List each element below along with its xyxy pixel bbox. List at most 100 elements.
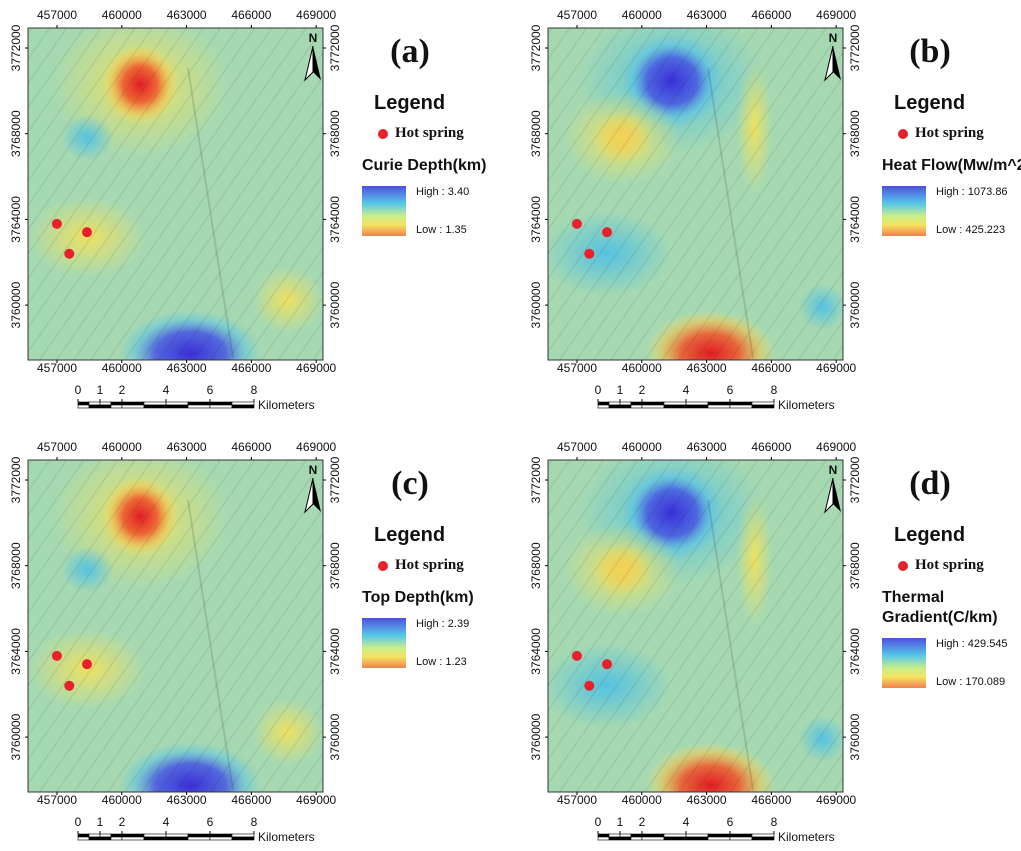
legend-title: Legend — [894, 92, 966, 114]
y-tick-label: 3768000 — [328, 110, 342, 157]
scale-segment — [608, 836, 621, 841]
scale-segment — [729, 401, 753, 406]
scale-segment — [165, 833, 189, 838]
panel-label: (c) — [391, 465, 429, 502]
y-tick-label: 3760000 — [848, 281, 862, 328]
scale-tick-label: 2 — [119, 383, 126, 397]
ramp-low: Low : 425.223 — [936, 224, 1006, 236]
scale-segment — [608, 404, 621, 409]
x-tick-label: 466000 — [231, 8, 271, 22]
north-arrow — [833, 46, 841, 80]
scale-segment — [619, 401, 632, 406]
scale-segment — [165, 836, 189, 841]
map-surface — [548, 460, 843, 792]
x-tick-label: 463000 — [167, 440, 207, 454]
map-panel: N 457000 457000 460000 460000 463000 463000 466… — [9, 8, 430, 412]
scale-segment — [685, 833, 709, 838]
legend: Legend Hot spring Thermal Gradient(C/km) Hi… — [882, 524, 1021, 688]
legend-item: Hot spring — [898, 557, 984, 574]
scale-segment — [630, 833, 643, 838]
scale-tick-label: 8 — [771, 383, 778, 397]
scale-segment — [751, 836, 775, 841]
legend-variable: Top Depth(km) — [362, 589, 474, 606]
map-panel: N 457000 457000 460000 460000 463000 463000 466… — [529, 8, 951, 412]
y-tick-label: 3768000 — [848, 110, 862, 157]
north-arrow — [313, 478, 321, 512]
scale-segment — [121, 836, 145, 841]
hillshade — [548, 460, 843, 792]
x-tick-label: 463000 — [687, 8, 727, 22]
scale-segment — [619, 836, 632, 841]
y-tick-label: 3772000 — [328, 456, 342, 503]
legend: Legend Hot spring Top Depth(km) High : 2.39… — [362, 524, 512, 668]
x-tick-label: 457000 — [557, 8, 597, 22]
y-tick-label: 3772000 — [529, 24, 543, 71]
legend-variable: Heat Flow(Mw/m^2) — [882, 157, 1021, 174]
ramp-labels: High : 1073.86 Low : 425.223 — [936, 186, 1008, 236]
scale-segment — [729, 833, 753, 838]
legend-dot — [898, 128, 908, 139]
scale-tick-label: 4 — [683, 815, 690, 829]
scale-segment — [231, 833, 255, 838]
scale-tick-label: 0 — [595, 815, 602, 829]
x-tick-label: 463000 — [687, 361, 727, 375]
y-tick-label: 3768000 — [848, 542, 862, 589]
y-tick-label: 3764000 — [848, 196, 862, 243]
scale-segment — [121, 404, 145, 409]
scale-tick-label: 6 — [727, 815, 734, 829]
scale-segment — [110, 401, 123, 406]
x-tick-label: 460000 — [622, 361, 662, 375]
ridge — [707, 67, 754, 359]
map-surface — [28, 460, 323, 792]
y-tick-label: 3760000 — [328, 713, 342, 760]
legend: Legend Hot spring Heat Flow(Mw/m^2) High : … — [882, 92, 1021, 236]
scale-segment — [707, 833, 731, 838]
scale-tick-label: 6 — [207, 383, 214, 397]
scale-unit: Kilometers — [258, 830, 315, 844]
scale-segment — [685, 836, 709, 841]
north-label: N — [829, 31, 838, 45]
map-panel: N 457000 457000 460000 460000 463000 463000 466… — [9, 440, 429, 844]
color-ramp: High : 2.39 Low : 1.23 — [362, 618, 469, 668]
scale-tick-label: 4 — [163, 383, 170, 397]
ramp-high: High : 3.40 — [416, 186, 470, 198]
legend-title: Legend — [894, 524, 966, 546]
x-tick-label: 469000 — [816, 361, 856, 375]
scale-tick-label: 2 — [119, 815, 126, 829]
map-surface — [548, 28, 843, 360]
y-tick-label: 3760000 — [848, 713, 862, 760]
north-arrow — [313, 46, 321, 80]
scale-segment — [231, 836, 255, 841]
scale-segment — [630, 404, 643, 409]
scale-segment — [110, 836, 123, 841]
x-tick-label: 460000 — [102, 793, 142, 807]
scale-segment — [99, 836, 112, 841]
scale-segment — [77, 401, 90, 406]
scale-segment — [751, 401, 775, 406]
y-tick-label: 3768000 — [9, 110, 23, 157]
scale-segment — [209, 404, 233, 409]
y-tick-label: 3772000 — [848, 24, 862, 71]
hot-spring — [82, 659, 92, 670]
x-tick-label: 469000 — [296, 8, 336, 22]
hot-spring — [571, 650, 582, 661]
scale-segment — [685, 401, 709, 406]
scale-segment — [619, 404, 632, 409]
map-panel: N 457000 457000 460000 460000 463000 463000 466… — [529, 440, 951, 844]
scale-segment — [143, 404, 167, 409]
x-tick-label: 460000 — [102, 440, 142, 454]
y-tick-label: 3768000 — [529, 542, 543, 589]
x-tick-label: 457000 — [37, 8, 77, 22]
x-tick-label: 469000 — [296, 361, 336, 375]
scale-segment — [165, 401, 189, 406]
scale-segment — [630, 401, 643, 406]
legend-variable: Curie Depth(km) — [362, 157, 487, 174]
scale-tick-label: 0 — [75, 383, 82, 397]
hillshade — [28, 460, 323, 792]
scale-segment — [187, 404, 211, 409]
north-label: N — [829, 463, 838, 477]
ramp-labels: High : 3.40 Low : 1.35 — [416, 186, 469, 236]
scale-segment — [231, 401, 255, 406]
north-label: N — [309, 463, 318, 477]
scale-segment — [231, 404, 255, 409]
